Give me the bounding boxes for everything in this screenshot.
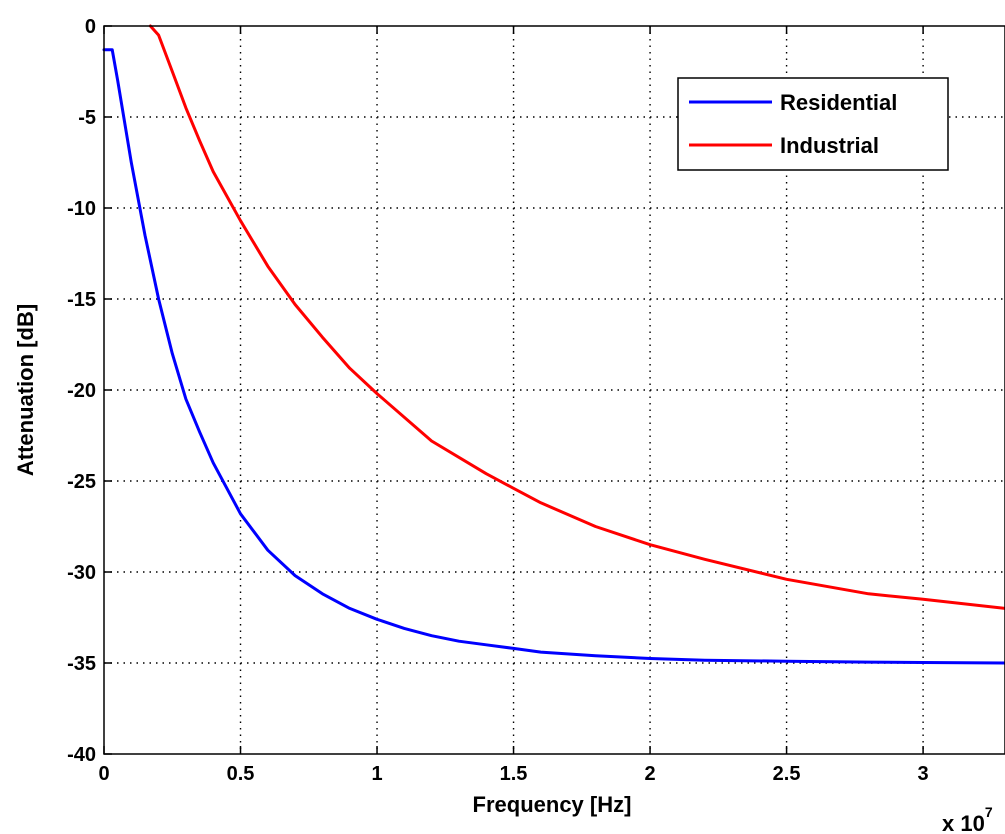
y-tick-label: -15 [67,289,96,311]
y-tick-label: -10 [67,198,96,220]
x-axis-multiplier: x 107 [942,804,993,834]
legend-label-residential: Residential [780,90,897,115]
grid-lines [104,26,1005,754]
x-tick-label: 2 [644,763,655,785]
y-tick-label: -35 [67,653,96,675]
x-tick-label: 0.5 [227,763,255,785]
x-tick-label: 3 [918,763,929,785]
y-tick-label: -20 [67,380,96,402]
series-line-industrial [148,24,1005,610]
y-axis-label: Attenuation [dB] [13,304,38,476]
y-tick-label: -25 [67,471,96,493]
axis-ticks: 0 0.5 1 1.5 2 2.5 3 0 -5 -10 -15 -20 -25 -30 -35 -40 [67,16,929,785]
y-tick-label: 0 [85,16,96,38]
x-tick-label: 1.5 [500,763,528,785]
x-tick-label: 0 [98,763,109,785]
legend-label-industrial: Industrial [780,133,879,158]
y-tick-label: -30 [67,562,96,584]
y-tick-label: -40 [67,744,96,766]
legend-box [677,77,949,171]
data-series [102,24,1005,665]
x-axis-multiplier-exponent: 7 [985,804,993,820]
y-tick-label: -5 [78,107,96,129]
x-tick-label: 2.5 [773,763,801,785]
legend: Residential Industrial [677,77,949,171]
series-line-residential [102,48,1005,665]
x-tick-label: 1 [371,763,382,785]
x-axis-label: Frequency [Hz] [473,792,632,817]
x-axis-multiplier-base: x 10 [942,811,985,834]
